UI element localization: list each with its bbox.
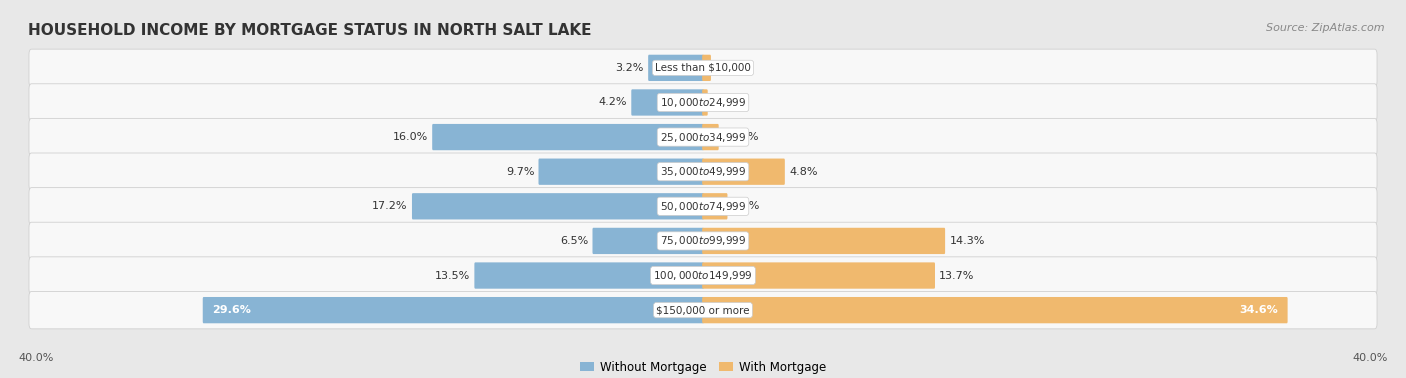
Text: 40.0%: 40.0% xyxy=(18,353,53,363)
Text: Less than $10,000: Less than $10,000 xyxy=(655,63,751,73)
Text: 29.6%: 29.6% xyxy=(212,305,250,315)
Text: 4.8%: 4.8% xyxy=(789,167,817,177)
FancyBboxPatch shape xyxy=(648,55,704,81)
Text: 13.7%: 13.7% xyxy=(939,271,974,280)
Text: $75,000 to $99,999: $75,000 to $99,999 xyxy=(659,234,747,248)
Text: 9.7%: 9.7% xyxy=(506,167,534,177)
FancyBboxPatch shape xyxy=(30,222,1376,260)
FancyBboxPatch shape xyxy=(432,124,704,150)
FancyBboxPatch shape xyxy=(702,262,935,289)
Text: 3.2%: 3.2% xyxy=(616,63,644,73)
Text: $35,000 to $49,999: $35,000 to $49,999 xyxy=(659,165,747,178)
FancyBboxPatch shape xyxy=(30,291,1376,329)
Text: 40.0%: 40.0% xyxy=(1353,353,1388,363)
FancyBboxPatch shape xyxy=(30,257,1376,294)
Text: 0.23%: 0.23% xyxy=(711,98,748,107)
Text: 17.2%: 17.2% xyxy=(373,201,408,211)
Text: HOUSEHOLD INCOME BY MORTGAGE STATUS IN NORTH SALT LAKE: HOUSEHOLD INCOME BY MORTGAGE STATUS IN N… xyxy=(28,23,592,38)
Text: 0.42%: 0.42% xyxy=(716,63,751,73)
FancyBboxPatch shape xyxy=(702,297,1288,323)
Text: 6.5%: 6.5% xyxy=(560,236,588,246)
FancyBboxPatch shape xyxy=(30,84,1376,121)
FancyBboxPatch shape xyxy=(30,153,1376,191)
FancyBboxPatch shape xyxy=(702,158,785,185)
Text: 13.5%: 13.5% xyxy=(434,271,470,280)
Text: 0.88%: 0.88% xyxy=(723,132,758,142)
FancyBboxPatch shape xyxy=(474,262,704,289)
FancyBboxPatch shape xyxy=(202,297,704,323)
FancyBboxPatch shape xyxy=(631,89,704,116)
Text: 16.0%: 16.0% xyxy=(392,132,427,142)
Text: $150,000 or more: $150,000 or more xyxy=(657,305,749,315)
FancyBboxPatch shape xyxy=(702,124,718,150)
FancyBboxPatch shape xyxy=(702,228,945,254)
Legend: Without Mortgage, With Mortgage: Without Mortgage, With Mortgage xyxy=(575,356,831,378)
Text: $100,000 to $149,999: $100,000 to $149,999 xyxy=(654,269,752,282)
Text: $10,000 to $24,999: $10,000 to $24,999 xyxy=(659,96,747,109)
Text: 1.4%: 1.4% xyxy=(731,201,761,211)
Text: 34.6%: 34.6% xyxy=(1240,305,1278,315)
FancyBboxPatch shape xyxy=(30,187,1376,225)
FancyBboxPatch shape xyxy=(592,228,704,254)
Text: $25,000 to $34,999: $25,000 to $34,999 xyxy=(659,130,747,144)
Text: Source: ZipAtlas.com: Source: ZipAtlas.com xyxy=(1267,23,1385,33)
Text: $50,000 to $74,999: $50,000 to $74,999 xyxy=(659,200,747,213)
FancyBboxPatch shape xyxy=(30,118,1376,156)
Text: 14.3%: 14.3% xyxy=(949,236,984,246)
FancyBboxPatch shape xyxy=(702,193,727,220)
FancyBboxPatch shape xyxy=(30,49,1376,87)
Text: 4.2%: 4.2% xyxy=(599,98,627,107)
FancyBboxPatch shape xyxy=(412,193,704,220)
FancyBboxPatch shape xyxy=(702,89,707,116)
FancyBboxPatch shape xyxy=(538,158,704,185)
FancyBboxPatch shape xyxy=(702,55,711,81)
